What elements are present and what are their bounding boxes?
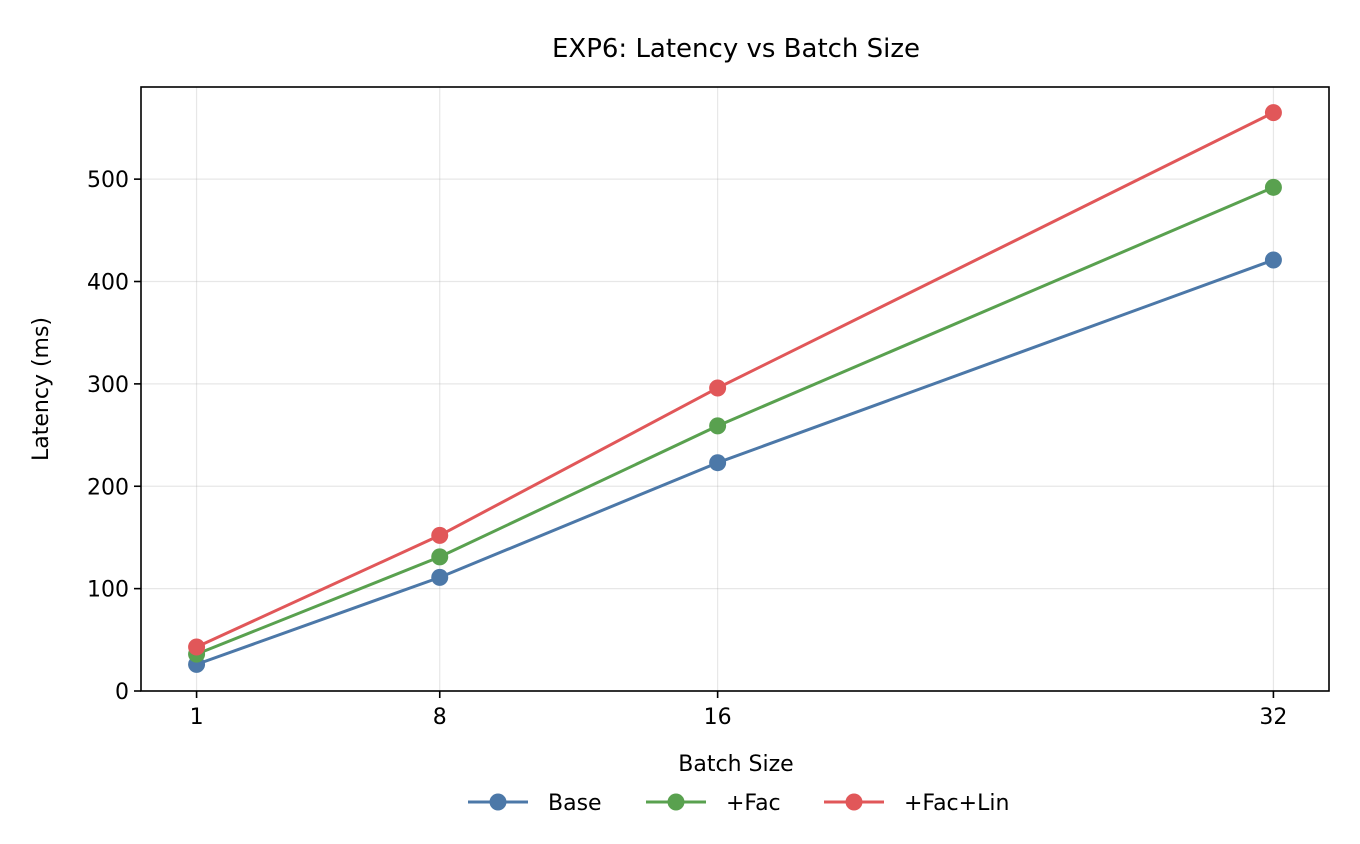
y-tick-label: 100 [87, 578, 129, 603]
ticks-layer: 1 8 16 32 0 100 200 300 400 500 [87, 168, 1287, 730]
legend-item-fac-lin: +Fac+Lin [824, 791, 1009, 816]
legend-item-fac: +Fac [646, 791, 781, 816]
legend-label-base: Base [548, 791, 602, 816]
data-point-fac-lin [188, 638, 206, 656]
y-tick-label: 500 [87, 168, 129, 193]
x-tick-label: 16 [704, 705, 732, 730]
y-tick-label: 0 [115, 680, 129, 705]
legend-marker-fac-lin [845, 793, 863, 811]
grid-layer [141, 87, 1329, 692]
series-fac-lin [188, 104, 1282, 656]
legend-label-fac: +Fac [726, 791, 781, 816]
x-tick-label: 1 [190, 705, 204, 730]
data-point-fac [709, 417, 727, 435]
data-point-fac-lin [1264, 104, 1282, 122]
y-tick-label: 300 [87, 373, 129, 398]
y-tick-label: 400 [87, 271, 129, 296]
data-point-fac-lin [431, 526, 449, 544]
series-base [188, 251, 1282, 673]
data-point-base [709, 454, 727, 472]
series-line-fac [196, 185, 1275, 656]
data-point-fac [1264, 178, 1282, 196]
legend-label-fac-lin: +Fac+Lin [904, 791, 1009, 816]
legend-item-base: Base [468, 791, 602, 816]
legend-marker-fac [667, 793, 685, 811]
series-line-base [196, 258, 1274, 666]
x-tick-label: 8 [433, 705, 447, 730]
data-point-fac-lin [709, 379, 727, 397]
data-point-base [431, 568, 449, 586]
y-axis-label: Latency (ms) [29, 317, 54, 461]
x-axis-label: Batch Size [678, 752, 793, 777]
series-layer [188, 104, 1282, 673]
chart-title: EXP6: Latency vs Batch Size [552, 34, 920, 64]
plot-area-frame [140, 86, 1330, 692]
data-point-base [1264, 251, 1282, 269]
series-fac [188, 178, 1282, 663]
data-point-fac [431, 548, 449, 566]
x-tick-label: 32 [1259, 705, 1287, 730]
y-tick-label: 200 [87, 475, 129, 500]
legend: Base +Fac +Fac+Lin [468, 791, 1009, 816]
legend-marker-base [489, 793, 507, 811]
series-line-fac-lin [195, 111, 1275, 649]
